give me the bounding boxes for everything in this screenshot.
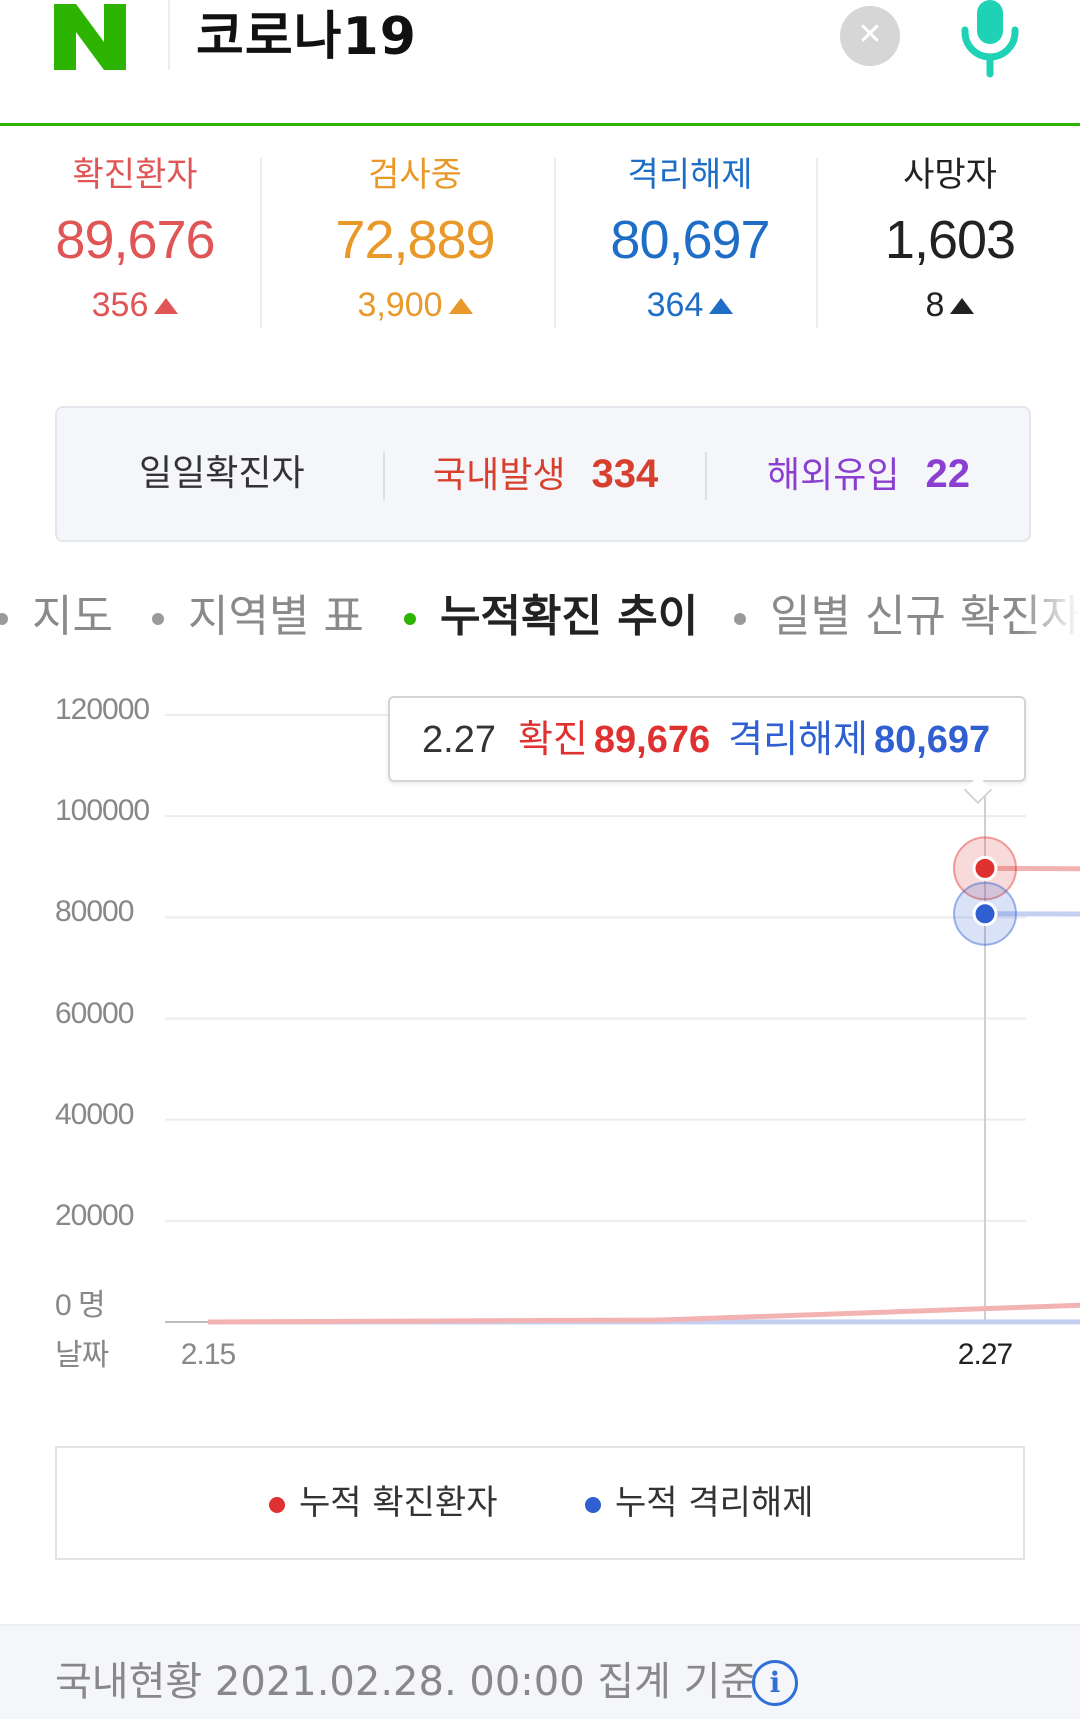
y-tick-label: 60000 [55,996,134,1030]
red-dot-icon [269,1496,285,1513]
y-tick-label: 100000 [55,794,150,828]
chart-legend: 누적 확진환자 누적 격리해제 [55,1446,1025,1560]
naver-logo-icon[interactable] [54,4,126,70]
bullet-icon [404,613,416,625]
daily-domestic-value: 334 [591,452,659,496]
tab-map[interactable]: 지도 [0,582,113,652]
stats-summary: 확진환자 89,676 356 검사중 72,889 3,900 격리해제 80… [0,150,1080,330]
stat-released-value: 80,697 [610,210,770,270]
stat-confirmed: 확진환자 89,676 356 [30,150,240,330]
legend-confirmed[interactable]: 누적 확진환자 [269,1448,498,1558]
confirmed-end-point [972,855,998,881]
released-series-line [207,911,1080,1325]
y-tick-label: 120000 [55,693,150,726]
header-divider [168,0,170,70]
x-tick-label: 2.15 [180,1338,236,1371]
up-triangle-icon [154,298,179,314]
microphone-icon[interactable] [950,0,1030,80]
tab-cumulative-trend[interactable]: 누적확진 추이 [404,582,698,652]
x-axis-title: 날짜 [55,1339,109,1372]
legend-released[interactable]: 누적 격리해제 [585,1448,814,1558]
stat-divider [816,158,818,328]
stat-released-label: 격리해제 [627,155,753,195]
confirmed-series-line [207,865,1080,1325]
released-end-halo [953,881,1017,946]
stat-deaths-label: 사망자 [903,155,997,195]
search-query-input[interactable]: 코로나19 [196,7,417,67]
tooltip-released: 격리해제 80,697 [728,717,991,761]
daily-overseas: 해외유입 22 [767,408,970,540]
released-end-point [972,901,998,927]
data-timestamp: 국내현황 2021.02.28. 00:00 집계 기준 [55,1659,758,1705]
chart-tooltip: 2.27 확진 89,676 격리해제 80,697 [388,696,1026,782]
search-header: 코로나19 ✕ [0,0,1080,126]
clear-search-button[interactable]: ✕ [840,6,900,66]
stat-confirmed-value: 89,676 [55,210,215,270]
daily-domestic: 국내발생 334 [433,408,658,540]
chart-tabs: 지도 지역별 표 누적확진 추이 일별 신규 확진자 [0,582,1080,652]
y-tick-label: 40000 [55,1097,134,1131]
stat-confirmed-label: 확진환자 [72,155,198,195]
up-triangle-icon [448,298,473,314]
close-icon: ✕ [857,17,883,52]
bullet-icon [0,613,8,625]
stat-deaths: 사망자 1,603 8 [850,150,1050,330]
stat-testing: 검사중 72,889 3,900 [300,150,530,330]
info-icon[interactable]: i [752,1660,798,1706]
stat-deaths-delta: 8 [850,280,1050,330]
tooltip-date: 2.27 [422,719,496,761]
up-triangle-icon [709,298,734,314]
bullet-icon [152,613,164,625]
tooltip-confirmed: 확진 89,676 [517,717,711,761]
daily-confirmed-title: 일일확진자 [139,453,305,494]
tabs-fade [1020,582,1080,652]
bullet-icon [734,613,746,625]
stat-divider [554,158,556,328]
stat-released: 격리해제 80,697 364 [580,150,800,330]
daily-overseas-value: 22 [925,452,970,496]
daily-divider [383,452,385,500]
daily-confirmed-box: 일일확진자 국내발생 334 해외유입 22 [55,406,1031,542]
x-tick-label: 2.27 [957,1338,1013,1371]
y-tick-label: 80000 [55,895,134,929]
tab-region-table[interactable]: 지역별 표 [152,582,364,652]
daily-divider [705,452,707,500]
stat-deaths-value: 1,603 [884,210,1016,270]
stat-divider [260,158,262,328]
daily-overseas-label: 해외유입 [767,455,900,496]
confirmed-end-halo [953,836,1017,901]
daily-domestic-label: 국내발생 [433,455,566,496]
up-triangle-icon [950,298,975,314]
stat-released-delta: 364 [580,280,800,330]
footer-bar: 국내현황 2021.02.28. 00:00 집계 기준 i [0,1624,1080,1719]
stat-testing-label: 검사중 [368,155,462,195]
y-tick-label: 20000 [55,1198,134,1232]
blue-dot-icon [585,1496,601,1513]
stat-testing-delta: 3,900 [300,280,530,330]
y-tick-label: 0 명 [55,1289,106,1322]
stat-confirmed-delta: 356 [30,280,240,330]
stat-testing-value: 72,889 [335,210,495,270]
